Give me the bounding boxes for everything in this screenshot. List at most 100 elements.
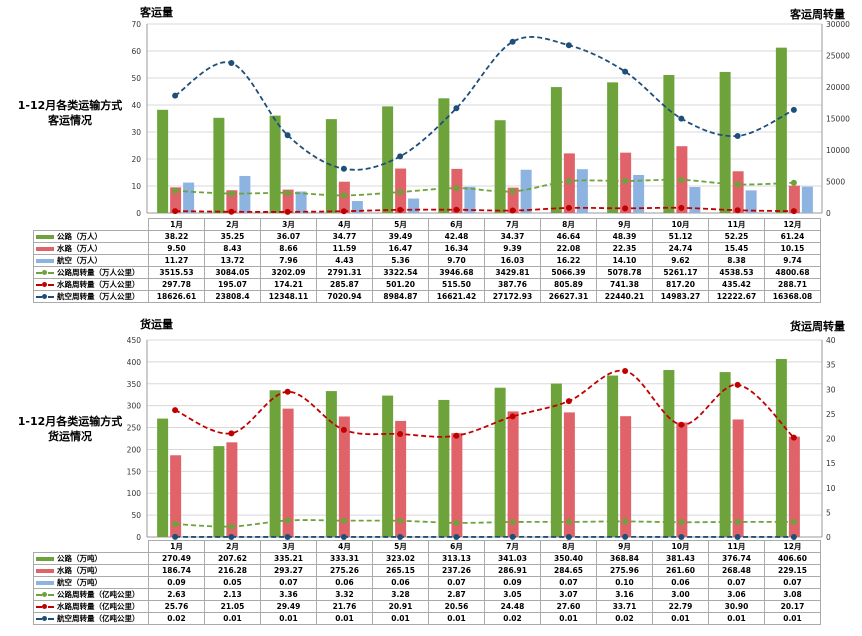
right-tick-label: 40 <box>826 336 836 345</box>
table-cell: 52.25 <box>708 230 765 243</box>
table-cell: 2.87 <box>428 588 485 601</box>
point-公路周转量（亿吨公里） <box>453 519 460 526</box>
table-cell: 22.79 <box>652 600 709 613</box>
legend-swatch <box>36 247 54 251</box>
table-cell: 186.74 <box>148 564 205 577</box>
table-cell: 3.06 <box>708 588 765 601</box>
point-航空周转量（亿吨公里） <box>622 533 629 540</box>
legend-line-swatch <box>36 270 54 275</box>
table-row: 航空周转量（万人公里） 18626.61 23808.4 12348.11 7020.9… <box>33 290 821 303</box>
table-row: 公路（万吨） 270.49 207.62 335.21 333.31 323.02 313.… <box>33 552 821 565</box>
series-label: 航空（万人） <box>33 254 149 267</box>
table-cell: 34.77 <box>316 230 373 243</box>
table-cell: 341.03 <box>484 552 541 565</box>
left-tick-label: 10 <box>131 182 141 191</box>
bar-航空（万人） <box>351 201 363 213</box>
table-cell: 0.01 <box>652 612 709 625</box>
bar-水路（万吨） <box>563 412 575 537</box>
point-水路周转量（亿吨公里） <box>340 426 347 433</box>
bar-公路（万人） <box>438 98 450 213</box>
table-cell: 3.28 <box>372 588 429 601</box>
table-cell: 30.90 <box>708 600 765 613</box>
right-tick-label: 20000 <box>826 83 850 92</box>
table-row: 航空周转量（亿吨公里） 0.02 0.01 0.01 0.01 0.01 0.01 0.02 0… <box>33 612 821 625</box>
point-航空周转量（亿吨公里） <box>509 533 516 540</box>
table-cell: 741.38 <box>596 278 653 291</box>
table-cell: 0.02 <box>148 612 205 625</box>
table-cell: 5.36 <box>372 254 429 267</box>
table-cell: 0.10 <box>596 576 653 589</box>
table-cell: 0.01 <box>204 612 261 625</box>
month-header: 1月 <box>148 218 205 231</box>
series-name: 水路周转量（亿吨公里） <box>57 602 140 611</box>
bar-水路（万人） <box>282 189 294 213</box>
table-cell: 313.13 <box>428 552 485 565</box>
table-cell: 275.96 <box>596 564 653 577</box>
table-cell: 0.02 <box>484 612 541 625</box>
point-水路周转量（万人公里） <box>509 207 516 214</box>
table-cell: 297.78 <box>148 278 205 291</box>
point-公路周转量（亿吨公里） <box>397 517 404 524</box>
table-cell: 4538.53 <box>708 266 765 279</box>
legend-line-swatch <box>36 592 54 597</box>
bar-公路（万人） <box>213 117 225 213</box>
table-cell: 22.08 <box>540 242 597 255</box>
point-公路周转量（亿吨公里） <box>284 517 291 524</box>
table-cell: 0.09 <box>484 576 541 589</box>
month-header: 3月 <box>260 540 317 553</box>
series-name: 航空（万人） <box>57 256 102 265</box>
table-cell: 0.09 <box>148 576 205 589</box>
point-公路周转量（亿吨公里） <box>790 518 797 525</box>
left-tick-label: 60 <box>131 47 141 56</box>
bar-公路（万吨） <box>213 446 225 537</box>
right-tick-label: 10000 <box>826 146 850 155</box>
point-水路周转量（万人公里） <box>453 206 460 213</box>
point-公路周转量（万人公里） <box>790 179 797 186</box>
point-公路周转量（亿吨公里） <box>622 518 629 525</box>
series-name: 水路（万人） <box>57 244 102 253</box>
point-航空周转量（亿吨公里） <box>734 533 741 540</box>
point-航空周转量（万人公里） <box>790 106 797 113</box>
series-label: 公路周转量（亿吨公里） <box>33 588 149 601</box>
right-tick-label: 0 <box>826 209 831 216</box>
point-水路周转量（亿吨公里） <box>453 432 460 439</box>
right-tick-label: 30000 <box>826 20 850 29</box>
point-水路周转量（亿吨公里） <box>172 407 179 414</box>
table-cell: 18626.61 <box>148 290 205 303</box>
left-tick-label: 70 <box>131 20 141 29</box>
month-header: 3月 <box>260 218 317 231</box>
month-header: 2月 <box>204 218 261 231</box>
table-cell: 38.22 <box>148 230 205 243</box>
bar-航空（万人） <box>520 169 532 213</box>
left-tick-label: 250 <box>127 424 142 433</box>
freight-side-title: 1-12月各类运输方式 货运情况 <box>17 415 123 443</box>
month-header: 12月 <box>764 540 821 553</box>
series-label: 航空周转量（万人公里） <box>33 290 149 303</box>
table-cell: 0.07 <box>260 576 317 589</box>
point-航空周转量（万人公里） <box>340 165 347 172</box>
table-row: 航空（万人） 11.27 13.72 7.96 4.43 5.36 9.70 16.03 16.… <box>33 254 821 267</box>
table-cell: 0.06 <box>316 576 373 589</box>
table-cell: 0.06 <box>652 576 709 589</box>
table-cell: 0.07 <box>428 576 485 589</box>
table-cell: 3084.05 <box>204 266 261 279</box>
bar-公路（万吨） <box>494 387 506 537</box>
table-cell: 216.28 <box>204 564 261 577</box>
table-cell: 42.48 <box>428 230 485 243</box>
table-cell: 0.01 <box>764 612 821 625</box>
left-tick-label: 350 <box>127 380 142 389</box>
bar-水路（万人） <box>226 190 238 213</box>
table-cell: 229.15 <box>764 564 821 577</box>
bar-航空（万人） <box>801 186 813 213</box>
legend-swatch <box>36 259 54 263</box>
table-cell: 16.47 <box>372 242 429 255</box>
point-航空周转量（万人公里） <box>397 153 404 160</box>
series-name: 航空周转量（万人公里） <box>57 292 140 301</box>
point-航空周转量（万人公里） <box>678 115 685 122</box>
table-cell: 61.24 <box>764 230 821 243</box>
table-cell: 0.01 <box>260 612 317 625</box>
table-cell: 24.74 <box>652 242 709 255</box>
table-cell: 12222.67 <box>708 290 765 303</box>
point-航空周转量（万人公里） <box>228 60 235 67</box>
bar-水路（万吨） <box>732 419 744 537</box>
